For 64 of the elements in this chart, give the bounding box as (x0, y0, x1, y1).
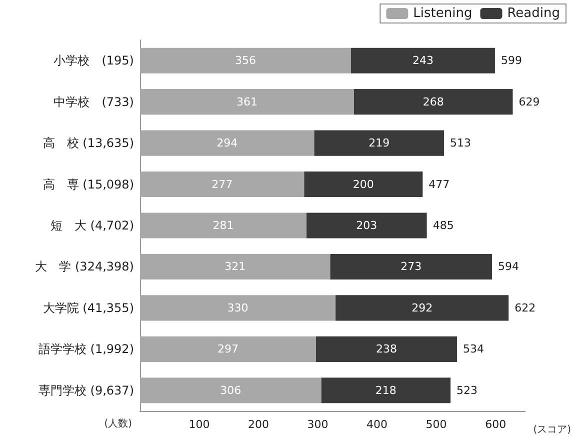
data-label: 268 (422, 95, 444, 108)
data-label: 361 (236, 95, 258, 108)
bar (140, 212, 307, 238)
data-label: 321 (224, 260, 246, 274)
bar (140, 172, 304, 198)
x-tick-label: 300 (307, 418, 328, 431)
y-tick-label: 短 大 (4,702) (50, 218, 134, 232)
bar (316, 336, 458, 362)
total-label: 477 (428, 178, 450, 191)
y-tick-label: 高 専 (15,098) (42, 177, 134, 192)
bar (140, 48, 351, 74)
y-tick-label: 専門学校 (9,637) (38, 383, 134, 398)
y-tick-label: 中学校 (733) (54, 94, 134, 109)
bar (140, 254, 330, 280)
bar (306, 212, 427, 238)
y-tick-label: 高 校 (13,635) (42, 136, 134, 150)
total-label: 594 (498, 260, 520, 274)
bar (140, 378, 322, 404)
bar (140, 130, 314, 156)
bar (350, 48, 495, 74)
bar (140, 336, 316, 362)
bar (354, 89, 513, 115)
legend-label: Reading (507, 6, 560, 21)
total-label: 622 (514, 301, 536, 314)
total-label: 534 (463, 342, 484, 356)
data-label: 281 (212, 219, 234, 232)
bar (140, 295, 336, 321)
y-tick-label: 大学院 (41,355) (42, 300, 134, 315)
y-tick-label: 小学校 (195) (54, 54, 134, 68)
data-label: 297 (218, 342, 239, 356)
data-label: 238 (376, 342, 398, 356)
bar (330, 254, 492, 280)
y-axis-title: (人数) (104, 418, 132, 430)
total-label: 599 (500, 54, 522, 68)
y-tick-label: 語学学校 (1,992) (38, 342, 134, 356)
x-axis-title: (スコア) (533, 424, 572, 436)
bar (140, 89, 354, 115)
data-label: 219 (368, 136, 390, 150)
data-label: 243 (412, 54, 434, 68)
bar (304, 172, 423, 198)
x-tick-label: 600 (485, 418, 506, 431)
data-label: 292 (412, 301, 433, 314)
y-tick-label: 大 学 (324,398) (35, 260, 134, 274)
legend-label: Listening (413, 6, 472, 21)
total-label: 485 (432, 219, 454, 232)
x-tick-label: 200 (248, 418, 270, 431)
data-label: 356 (234, 54, 256, 68)
data-label: 200 (352, 178, 374, 191)
data-label: 203 (356, 219, 378, 232)
total-label: 523 (456, 384, 478, 397)
total-label: 629 (518, 95, 540, 108)
data-label: 218 (375, 384, 396, 397)
data-label: 330 (227, 301, 248, 314)
x-tick-label: 100 (188, 418, 210, 431)
bar (336, 295, 509, 321)
data-label: 273 (400, 260, 422, 274)
data-label: 294 (216, 136, 238, 150)
total-label: 513 (450, 136, 472, 150)
bar (321, 378, 451, 404)
data-label: 277 (212, 178, 233, 191)
x-tick-label: 500 (426, 418, 447, 431)
data-label: 306 (220, 384, 242, 397)
bar (314, 130, 444, 156)
x-tick-label: 400 (366, 418, 388, 431)
